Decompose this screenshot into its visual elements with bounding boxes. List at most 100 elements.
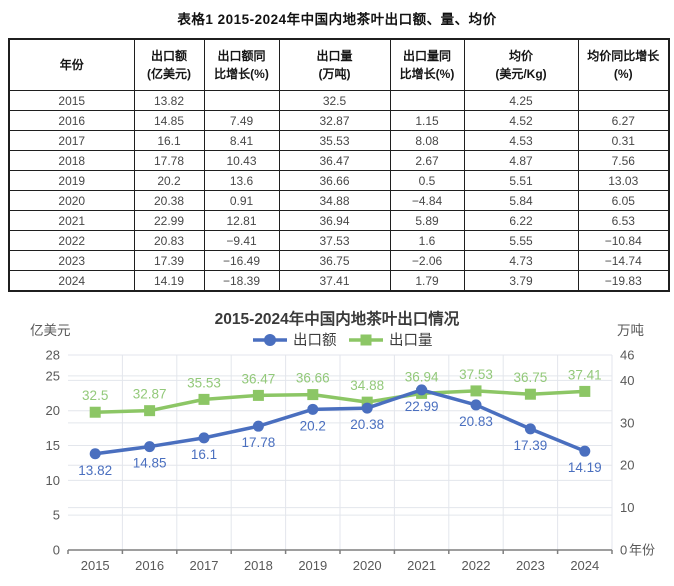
table-row: 2021 22.99 12.81 36.94 5.89 6.22 6.53 bbox=[8, 210, 670, 231]
table-cell: 36.47 bbox=[278, 150, 391, 171]
data-point-label: 36.75 bbox=[514, 370, 548, 385]
data-point-marker bbox=[198, 393, 210, 405]
table-row: 2020 20.38 0.91 34.88 −4.84 5.84 6.05 bbox=[8, 190, 670, 211]
data-point-marker bbox=[524, 388, 536, 400]
data-point-label: 20.83 bbox=[459, 414, 493, 429]
data-point-label: 17.39 bbox=[514, 438, 548, 453]
left-axis-unit-label: 亿美元 bbox=[30, 323, 71, 338]
table-cell: 2016 bbox=[8, 110, 135, 131]
x-axis-category-label: 2024 bbox=[570, 558, 599, 573]
chart-gridlines bbox=[68, 354, 613, 550]
x-axis-category-label: 2019 bbox=[298, 558, 327, 573]
right-axis-tick-label: 10 bbox=[620, 500, 634, 515]
table-cell: 2021 bbox=[8, 210, 135, 231]
column-header-line: 均价同比增长 bbox=[587, 49, 660, 63]
table-cell: 20.83 bbox=[133, 230, 205, 251]
right-axis-tick-label: 0 bbox=[620, 543, 627, 558]
table-cell: 5.84 bbox=[463, 190, 579, 211]
left-axis-tick-label: 15 bbox=[46, 438, 60, 453]
table-cell: 2020 bbox=[8, 190, 135, 211]
column-header: 出口额 (亿美元) bbox=[133, 38, 205, 91]
table-cell: 1.79 bbox=[389, 270, 465, 292]
table-cell: 37.53 bbox=[278, 230, 391, 251]
table-cell: 32.5 bbox=[278, 90, 391, 111]
data-point-label: 36.47 bbox=[242, 371, 276, 386]
axis-tick-labels: 0 5 10 15 20 25 28 0 10 20 30 40 46 年份 2015 2016 2017 201… bbox=[46, 348, 655, 574]
table-cell: 17.39 bbox=[133, 250, 205, 271]
column-header-line: (美元/Kg) bbox=[495, 67, 547, 81]
table-cell bbox=[389, 90, 465, 111]
table-cell: 0.91 bbox=[203, 190, 280, 211]
table-cell: 8.41 bbox=[203, 130, 280, 151]
x-axis-category-label: 2017 bbox=[190, 558, 219, 573]
table-cell: −10.84 bbox=[577, 230, 670, 251]
right-axis-tick-label: 40 bbox=[620, 373, 634, 388]
table-cell: 36.94 bbox=[278, 210, 391, 231]
table-cell: 5.89 bbox=[389, 210, 465, 231]
table-cell: 5.55 bbox=[463, 230, 579, 251]
x-axis-category-label: 2021 bbox=[407, 558, 436, 573]
data-point-label: 20.38 bbox=[350, 417, 384, 432]
data-point-label: 22.99 bbox=[405, 399, 439, 414]
data-point-marker bbox=[198, 432, 210, 444]
table-cell: 6.27 bbox=[577, 110, 670, 131]
data-point-label: 14.19 bbox=[568, 460, 602, 475]
table-header-row: 年份 出口额 (亿美元) 出口额同 比增长(%) 出口量 (万吨) 出口量同 比增长(%) 均价 (… bbox=[8, 38, 670, 91]
table-row: 2024 14.19 −18.39 37.41 1.79 3.79 −19.83 bbox=[8, 270, 670, 292]
table-cell bbox=[203, 90, 280, 111]
left-axis-tick-label: 20 bbox=[46, 403, 60, 418]
data-point-label: 16.1 bbox=[191, 447, 217, 462]
left-axis-tick-label: 25 bbox=[46, 368, 60, 383]
table-cell: 37.41 bbox=[278, 270, 391, 292]
column-header: 出口量 (万吨) bbox=[278, 38, 391, 91]
data-point-marker bbox=[89, 406, 101, 418]
data-point-marker bbox=[252, 420, 264, 432]
right-axis-tick-label: 20 bbox=[620, 458, 634, 473]
table-cell: 22.99 bbox=[133, 210, 205, 231]
data-point-label: 32.87 bbox=[133, 387, 167, 402]
table-cell: 4.25 bbox=[463, 90, 579, 111]
table-cell: 14.19 bbox=[133, 270, 205, 292]
data-point-label: 13.82 bbox=[78, 463, 112, 478]
table-cell: −16.49 bbox=[203, 250, 280, 271]
legend-circle-marker-icon bbox=[264, 334, 276, 346]
table-cell: 1.15 bbox=[389, 110, 465, 131]
data-point-marker bbox=[144, 441, 156, 453]
column-header-line: 比增长(%) bbox=[214, 67, 269, 81]
data-point-marker bbox=[361, 402, 373, 414]
data-point-marker bbox=[579, 385, 591, 397]
table-cell: 12.81 bbox=[203, 210, 280, 231]
data-point-label: 37.41 bbox=[568, 367, 602, 382]
table-row: 2018 17.78 10.43 36.47 2.67 4.87 7.56 bbox=[8, 150, 670, 171]
table-row: 2023 17.39 −16.49 36.75 −2.06 4.73 −14.74 bbox=[8, 250, 670, 271]
x-axis bbox=[67, 549, 613, 554]
table-cell: −19.83 bbox=[577, 270, 670, 292]
data-point-label: 14.85 bbox=[133, 456, 167, 471]
table-cell: 13.03 bbox=[577, 170, 670, 191]
table-cell: 2.67 bbox=[389, 150, 465, 171]
chart-title: 2015-2024年中国内地茶叶出口情况 bbox=[215, 309, 460, 328]
column-header-line: 出口额 bbox=[150, 49, 187, 63]
table-row: 2015 13.82 32.5 4.25 bbox=[8, 90, 670, 111]
table-cell: 16.1 bbox=[133, 130, 205, 151]
table-cell: 7.56 bbox=[577, 150, 670, 171]
data-point-label: 17.78 bbox=[242, 435, 276, 450]
table-cell: 6.22 bbox=[463, 210, 579, 231]
series-line bbox=[93, 389, 587, 414]
table-row: 2022 20.83 −9.41 37.53 1.6 5.55 −10.84 bbox=[8, 230, 670, 251]
column-header-line: (亿美元) bbox=[147, 67, 191, 81]
table-cell: −18.39 bbox=[203, 270, 280, 292]
x-axis-category-label: 2023 bbox=[516, 558, 545, 573]
right-axis-tick-label: 46 bbox=[620, 348, 634, 363]
table-cell: 0.31 bbox=[577, 130, 670, 151]
x-axis-title: 年份 bbox=[629, 543, 655, 558]
series-export-volume: 32.5 32.87 35.53 36.47 36.66 34.88 36.94 37.53 3… bbox=[82, 367, 602, 418]
series-export-value: 13.82 14.85 16.1 17.78 20.2 20.38 22.99 20.83 17… bbox=[78, 384, 602, 478]
data-point-label: 35.53 bbox=[187, 375, 221, 390]
table-title: 表格1 2015-2024年中国内地茶叶出口额、量、均价 bbox=[177, 12, 497, 27]
chart: 2015-2024年中国内地茶叶出口情况 亿美元 万吨 出口额 出口量 0 5 10 15 20 2… bbox=[0, 300, 674, 586]
table-cell: 14.85 bbox=[133, 110, 205, 131]
table-cell: 2019 bbox=[8, 170, 135, 191]
data-point-marker bbox=[252, 389, 264, 401]
